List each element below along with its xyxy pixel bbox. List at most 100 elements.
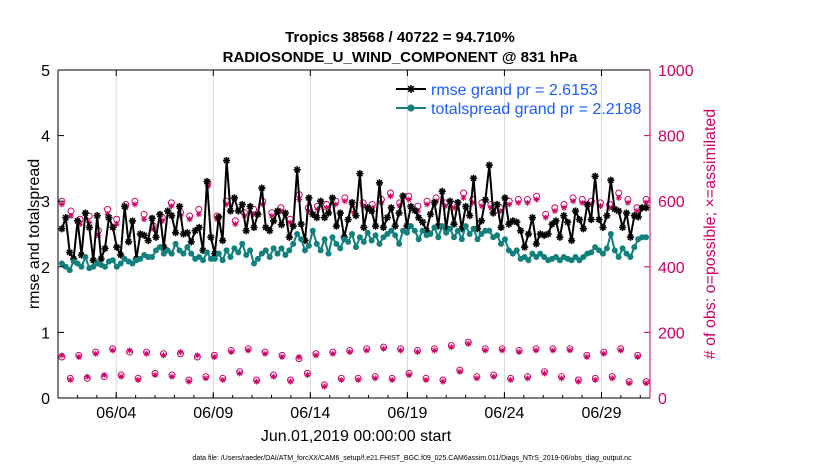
- obs-assimilated-point: [295, 354, 302, 360]
- asterisk-stroke: [101, 372, 107, 378]
- asterisk-stroke: [254, 379, 260, 385]
- spread-point: [596, 247, 603, 254]
- star-core: [620, 225, 625, 230]
- star-core: [177, 204, 182, 209]
- asterisk-stroke: [474, 375, 480, 381]
- spread-point: [176, 247, 183, 254]
- obs-assimilated-point: [626, 380, 633, 387]
- spread-point: [82, 253, 89, 260]
- spread-point: [450, 234, 457, 241]
- spread-point: [254, 255, 261, 262]
- spread-point: [313, 240, 320, 247]
- y-left-tick-label: 2: [41, 260, 50, 277]
- legend: rmse grand pr = 2.6153 totalspread grand…: [396, 82, 641, 118]
- rmse-point: [250, 223, 258, 232]
- star-core: [577, 217, 582, 222]
- spread-point: [431, 224, 438, 231]
- asterisk-stroke: [271, 374, 277, 380]
- rmse-point: [168, 212, 176, 220]
- rmse-point: [285, 233, 293, 241]
- star-core: [158, 212, 162, 216]
- obs-assimilated-point: [633, 208, 640, 215]
- spread-point: [78, 263, 85, 270]
- rmse-point: [517, 227, 525, 235]
- rmse-point: [97, 255, 105, 263]
- spread-point: [321, 236, 328, 243]
- obs-assimilated-point: [211, 354, 218, 360]
- star-core: [405, 224, 409, 228]
- star-core: [366, 206, 370, 210]
- star-core: [389, 206, 393, 210]
- asterisk-stroke: [461, 195, 466, 201]
- obs-assimilated-point: [609, 375, 616, 382]
- star-core: [248, 204, 252, 209]
- spread-point: [298, 236, 305, 243]
- rmse-point: [105, 214, 113, 222]
- spread-point: [160, 250, 167, 257]
- y-axis-right-label: # of obs: o=possible; ×=assimilated: [702, 109, 719, 359]
- asterisk-stroke: [168, 203, 174, 209]
- obs-assimilated-point: [341, 198, 348, 205]
- spread-point: [74, 260, 81, 267]
- star-core: [589, 217, 593, 222]
- star-core: [228, 209, 233, 213]
- obs-assimilated-point: [101, 372, 108, 379]
- spread-point: [113, 263, 120, 270]
- star-core: [275, 209, 280, 213]
- asterisk-stroke: [169, 374, 175, 380]
- obs-assimilated-point: [58, 352, 65, 359]
- obs-assimilated-point: [533, 347, 540, 354]
- obs-assimilated-point: [304, 372, 311, 379]
- rmse-point: [148, 214, 156, 222]
- spread-point: [223, 247, 230, 254]
- asterisk-stroke: [534, 197, 540, 203]
- asterisk-stroke: [424, 202, 430, 207]
- star-core: [507, 222, 511, 226]
- spread-point: [541, 253, 548, 260]
- obs-assimilated-point: [202, 375, 209, 382]
- spread-point: [486, 227, 493, 234]
- rmse-point: [289, 222, 297, 230]
- asterisk-stroke: [575, 379, 581, 385]
- y-left-tick-label: 1: [41, 325, 50, 342]
- spread-point: [556, 257, 563, 264]
- rmse-point: [246, 202, 254, 211]
- rmse-point: [571, 207, 580, 215]
- star-core: [350, 200, 354, 205]
- obs-assimilated-point: [372, 375, 379, 382]
- asterisk-stroke: [465, 341, 471, 347]
- asterisk-stroke: [228, 349, 234, 355]
- x-tick-label: 06/24: [484, 405, 524, 422]
- asterisk-stroke: [245, 347, 251, 353]
- star-core: [487, 163, 491, 167]
- rmse-point: [152, 233, 160, 241]
- star-core: [189, 240, 193, 244]
- star-core: [491, 211, 495, 215]
- asterisk-stroke: [561, 205, 567, 211]
- rmse-point: [469, 174, 478, 182]
- asterisk-stroke: [448, 344, 454, 350]
- asterisk-stroke: [542, 370, 547, 376]
- star-core: [448, 199, 452, 203]
- star-core: [338, 211, 342, 215]
- spread-point: [58, 260, 65, 267]
- obs-assimilated-point: [583, 354, 590, 360]
- rmse-point: [360, 223, 368, 232]
- star-core: [421, 220, 425, 224]
- star-core: [570, 238, 574, 243]
- asterisk-stroke: [211, 354, 217, 360]
- obs-assimilated-point: [456, 368, 463, 375]
- rmse-point: [599, 223, 607, 232]
- rmse-point: [348, 198, 356, 207]
- obs-assimilated-point: [168, 373, 175, 380]
- rmse-point: [336, 209, 344, 217]
- spread-point: [231, 245, 238, 252]
- spread-point: [439, 223, 446, 230]
- obs-assimilated-point: [424, 201, 431, 208]
- spread-point: [251, 260, 258, 267]
- y-right-tick-label: 600: [658, 194, 685, 211]
- spread-point: [470, 225, 477, 232]
- rmse-point: [532, 240, 540, 248]
- star-core: [252, 225, 256, 230]
